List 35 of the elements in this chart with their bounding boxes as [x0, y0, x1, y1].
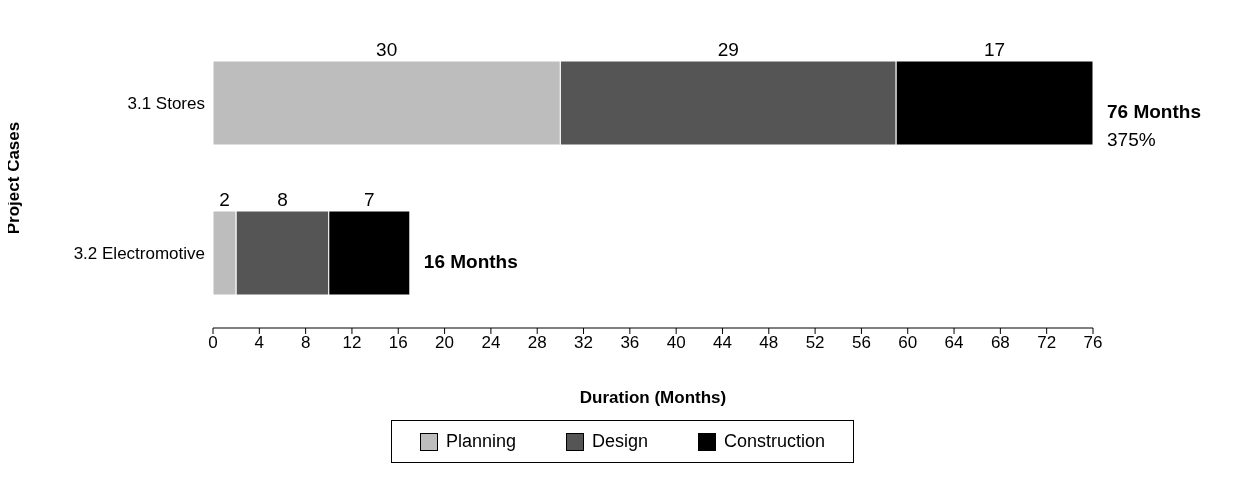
x-tick-label: 44	[713, 333, 732, 353]
data-label: 2	[219, 189, 230, 210]
x-tick-label: 68	[990, 333, 1010, 353]
data-label: 17	[984, 39, 1006, 60]
x-tick-label: 72	[1037, 333, 1057, 353]
x-tick-label: 24	[481, 333, 501, 353]
x-tick-label: 48	[759, 333, 779, 353]
annotation: 76 Months	[1107, 101, 1201, 122]
legend-label: Design	[591, 431, 649, 452]
legend-label: Construction	[723, 431, 826, 452]
x-tick-label: 56	[851, 333, 871, 353]
annotation: 16 Months	[423, 251, 518, 272]
legend-label: Planning	[444, 431, 516, 452]
x-tick-label: 16	[388, 333, 408, 353]
y-tick-label: 3.1 Stores	[127, 94, 205, 114]
x-tick-label: 8	[300, 333, 311, 353]
x-tick-label: 28	[527, 333, 547, 353]
x-tick-label: 60	[898, 333, 918, 353]
x-tick-label: 40	[666, 333, 686, 353]
x-tick-label: 76	[1083, 333, 1103, 353]
data-label: 29	[717, 39, 739, 60]
data-label: 30	[376, 39, 398, 60]
x-tick-label: 32	[574, 333, 593, 353]
x-axis-title: Duration (Months)	[579, 388, 727, 407]
x-tick-label: 20	[435, 333, 455, 353]
x-tick-label: 64	[944, 333, 964, 353]
x-tick-label: 36	[620, 333, 640, 353]
data-label: 7	[364, 189, 375, 210]
x-tick-label: 52	[805, 333, 825, 353]
y-tick-label: 3.2 Electromotive	[73, 244, 205, 264]
x-tick-label: 12	[342, 333, 362, 353]
text: 375%	[1107, 129, 1156, 150]
x-tick-label: 4	[254, 333, 265, 353]
x-tick-label: 0	[208, 333, 218, 353]
data-label: 8	[277, 189, 288, 210]
